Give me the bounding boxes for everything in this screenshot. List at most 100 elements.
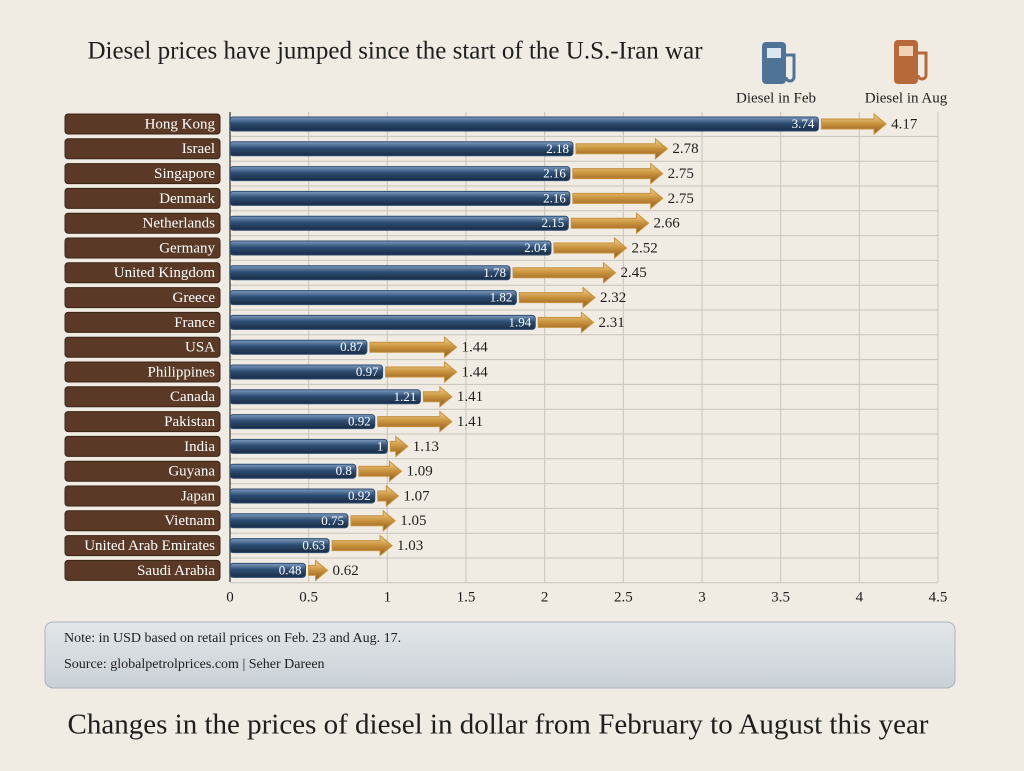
value-label: 2.75 — [668, 166, 694, 182]
value-label: 2.18 — [546, 141, 569, 156]
change-arrow — [350, 509, 396, 532]
y-tick-label: Greece — [173, 290, 216, 306]
bar — [229, 513, 349, 529]
y-tick-label: France — [174, 315, 215, 331]
bar — [229, 240, 552, 256]
bar — [229, 290, 517, 306]
y-tick-label: Japan — [181, 488, 216, 504]
value-label: 1.05 — [400, 513, 426, 529]
y-tick-label: USA — [185, 340, 215, 356]
category-box — [64, 138, 221, 160]
change-arrow — [570, 212, 650, 235]
legend-icon-aug — [894, 40, 928, 84]
change-arrow — [575, 137, 669, 160]
bar — [229, 414, 376, 430]
value-label: 0.97 — [356, 364, 379, 379]
value-label: 2.15 — [542, 215, 565, 230]
change-arrow — [308, 559, 329, 582]
category-box — [64, 287, 221, 309]
change-arrow — [572, 187, 664, 210]
bar — [229, 438, 388, 454]
value-label: 2.75 — [668, 191, 694, 207]
value-label: 0.8 — [336, 463, 352, 478]
bar — [229, 562, 307, 578]
category-box — [64, 163, 221, 185]
x-tick-label: 2.5 — [614, 589, 633, 605]
bar — [229, 538, 330, 554]
category-box — [64, 485, 221, 507]
value-label: 0.75 — [321, 513, 344, 528]
value-label: 2.16 — [543, 190, 566, 205]
value-label: 4.17 — [891, 116, 918, 132]
x-tick-label: 4 — [856, 589, 864, 605]
legend-icon-feb — [762, 42, 796, 84]
x-tick-label: 0.5 — [299, 589, 318, 605]
y-tick-label: Philippines — [147, 364, 215, 380]
y-tick-label: Canada — [170, 389, 215, 405]
bar — [229, 488, 376, 504]
category-box — [64, 187, 221, 209]
category-box — [64, 262, 221, 284]
change-arrow — [512, 261, 617, 284]
x-tick-label: 1 — [384, 589, 392, 605]
x-tick-label: 3.5 — [771, 589, 790, 605]
value-label: 1.78 — [483, 265, 506, 280]
x-tick-label: 2 — [541, 589, 549, 605]
value-label: 1.13 — [413, 439, 439, 455]
y-tick-label: Pakistan — [164, 414, 215, 430]
value-label: 1 — [377, 438, 384, 453]
category-box — [64, 237, 221, 259]
y-tick-label: Guyana — [168, 464, 215, 480]
y-tick-label: Vietnam — [164, 513, 215, 529]
change-arrow — [377, 484, 400, 508]
source: Source: globalpetrolprices.com | Seher D… — [64, 657, 325, 672]
bar — [229, 389, 421, 405]
y-tick-label: Netherlands — [143, 216, 216, 232]
y-tick-label: Israel — [182, 141, 215, 157]
value-label: 2.16 — [543, 166, 566, 181]
change-arrow — [537, 311, 595, 334]
category-box — [64, 435, 221, 457]
y-tick-label: Saudi Arabia — [137, 563, 215, 579]
change-arrow — [820, 112, 887, 136]
value-label: 0.92 — [348, 414, 371, 429]
y-tick-label: India — [184, 439, 215, 455]
legend-label: Diesel in Aug — [865, 90, 948, 106]
y-tick-label: Hong Kong — [145, 116, 216, 132]
category-box — [64, 460, 221, 482]
bar — [229, 116, 819, 132]
value-label: 2.04 — [524, 240, 547, 255]
y-tick-label: United Arab Emirates — [84, 538, 215, 554]
x-tick-label: 4.5 — [929, 589, 948, 605]
note-box — [44, 621, 956, 689]
category-box — [64, 559, 221, 581]
change-arrow — [385, 360, 458, 384]
value-label: 0.48 — [279, 562, 302, 577]
change-arrow — [553, 236, 628, 260]
category-box — [64, 411, 221, 433]
x-tick-label: 3 — [698, 589, 706, 605]
bar — [229, 215, 569, 231]
value-label: 2.66 — [654, 216, 681, 232]
bar — [229, 339, 368, 355]
value-label: 0.87 — [340, 339, 363, 354]
change-arrow — [422, 385, 453, 408]
value-label: 0.62 — [333, 563, 359, 579]
category-box — [64, 336, 221, 358]
value-label: 2.31 — [598, 315, 624, 331]
change-arrow — [331, 534, 393, 557]
bar — [229, 364, 384, 380]
value-label: 2.52 — [631, 240, 657, 256]
change-arrow — [377, 410, 453, 433]
category-box — [64, 535, 221, 557]
caption: Changes in the prices of diesel in dolla… — [68, 709, 929, 741]
value-label: 0.92 — [348, 488, 371, 503]
change-arrow — [358, 460, 403, 483]
y-tick-label: Singapore — [154, 166, 215, 182]
value-label: 2.78 — [672, 141, 698, 157]
value-label: 1.03 — [397, 538, 423, 554]
value-label: 1.09 — [406, 464, 432, 480]
value-label: 1.82 — [490, 290, 513, 305]
value-label: 1.41 — [457, 414, 483, 430]
